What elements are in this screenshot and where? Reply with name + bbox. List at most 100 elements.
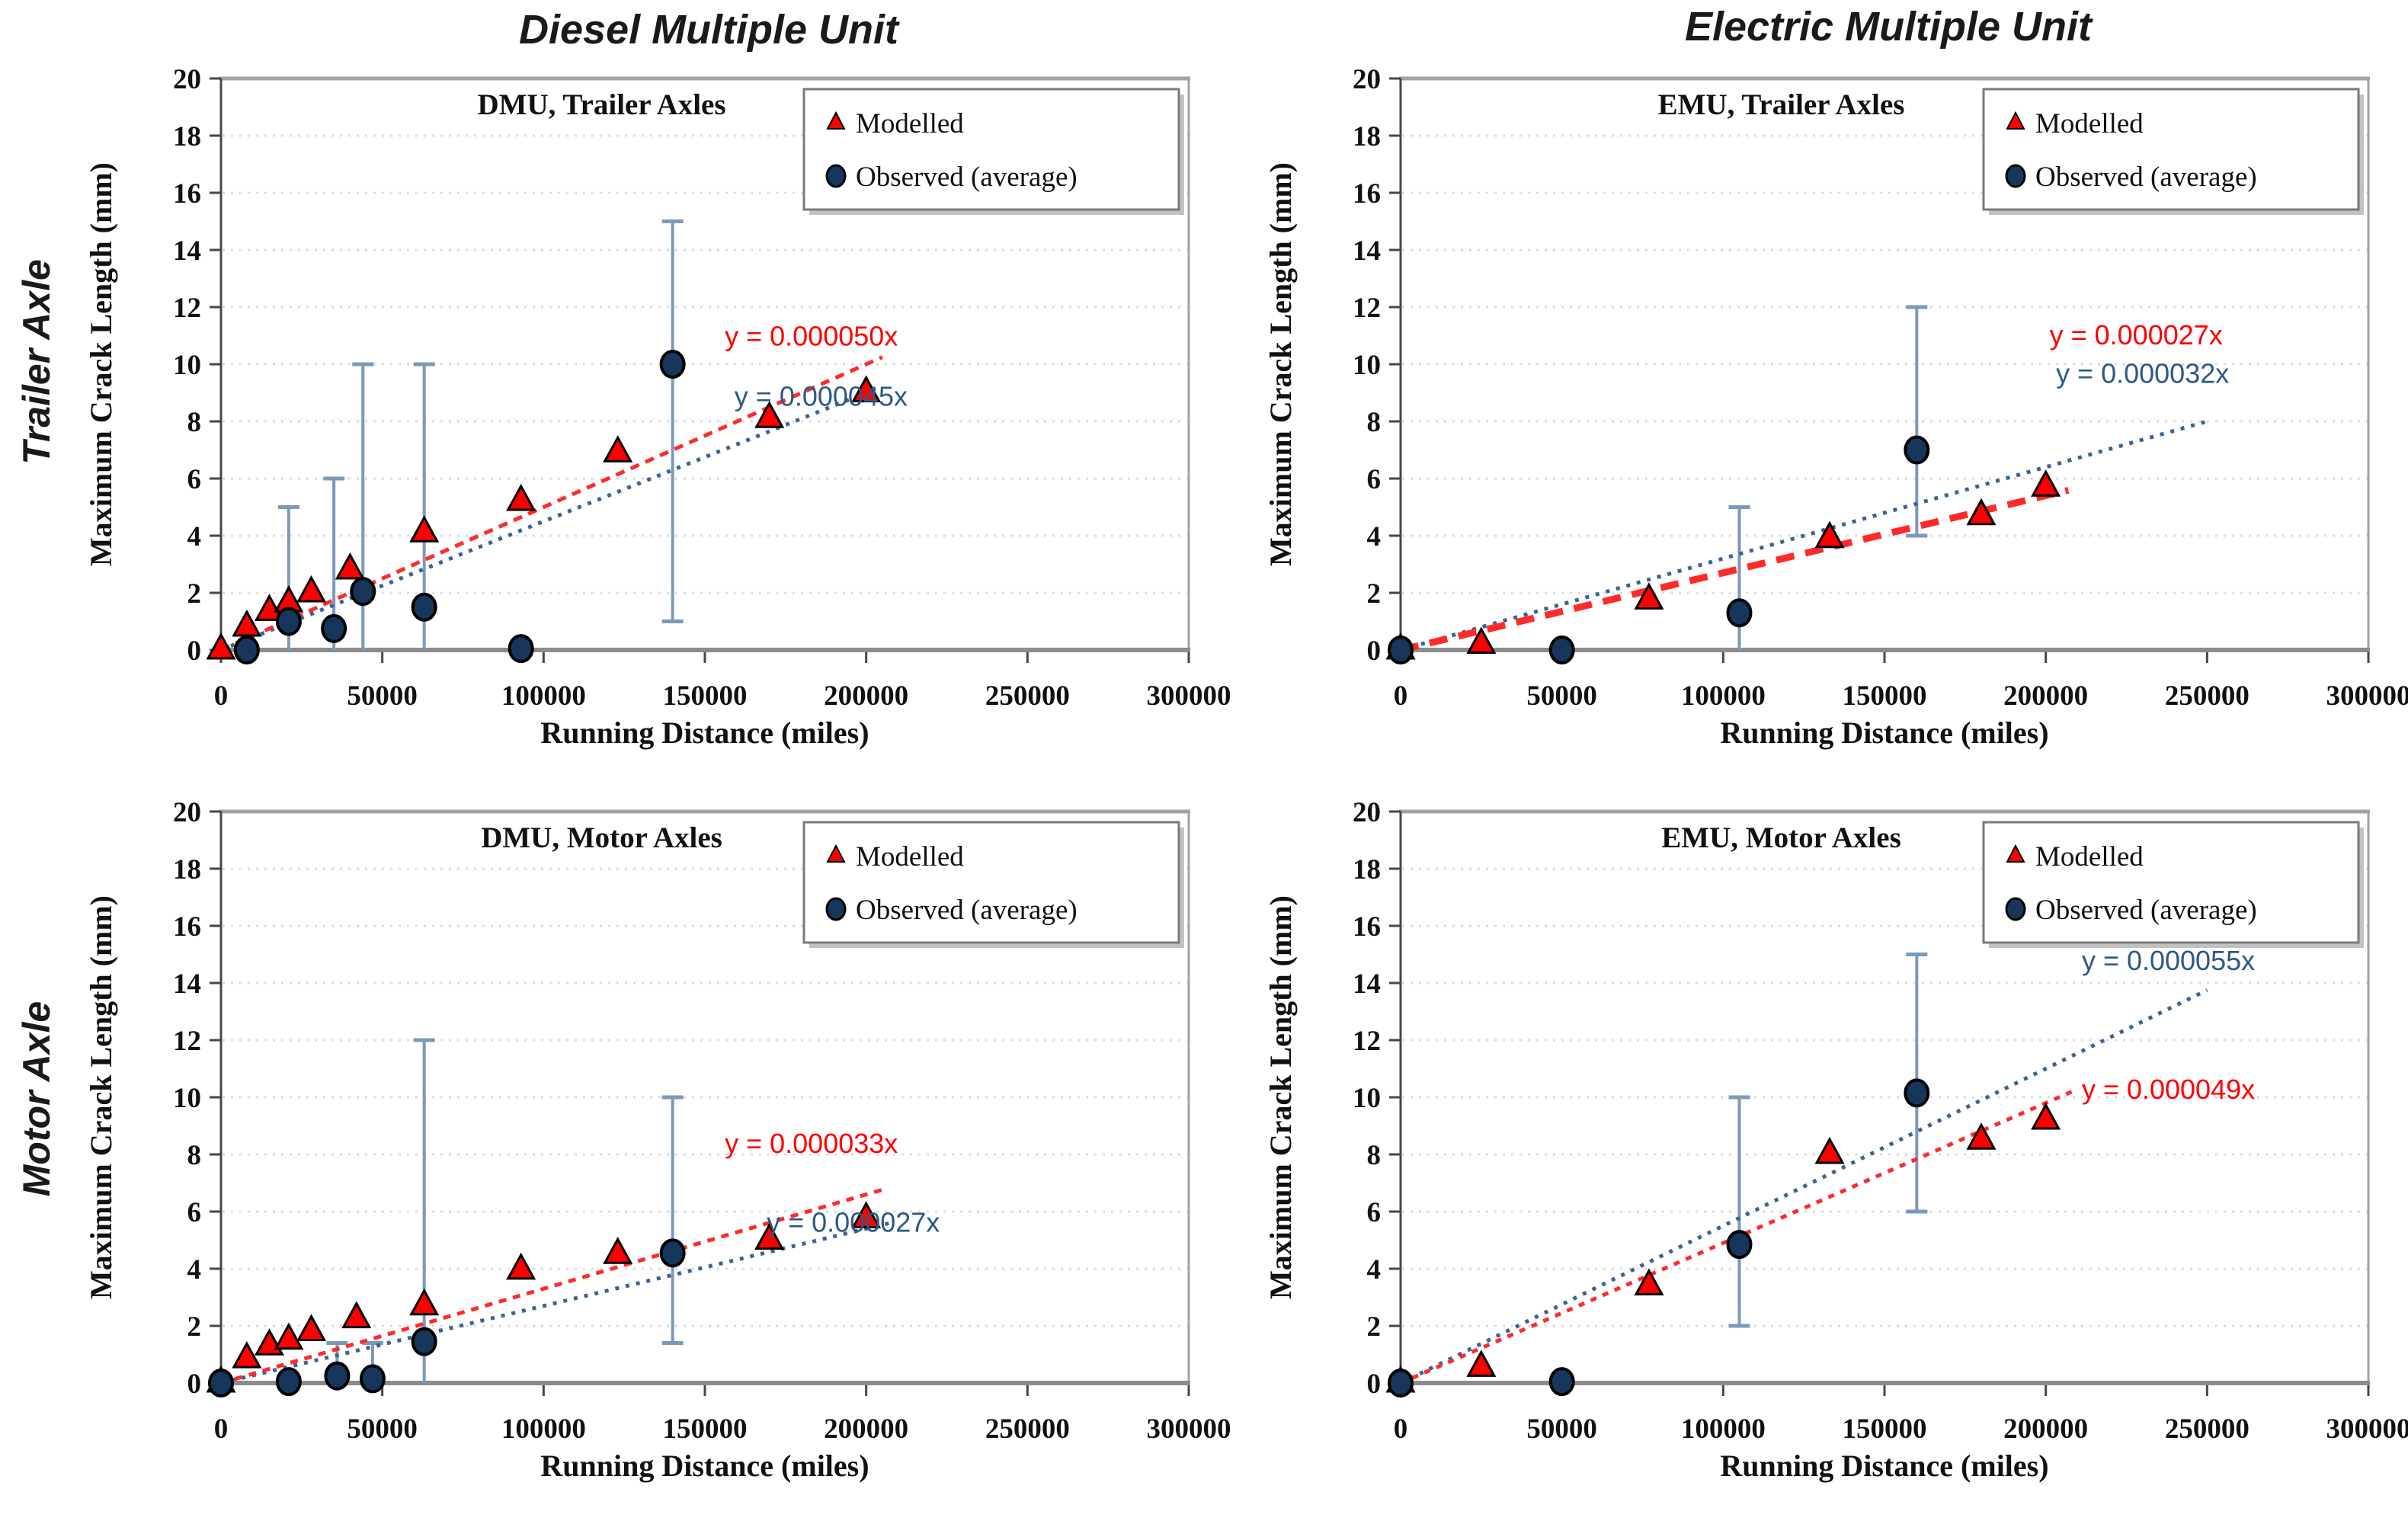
legend-box bbox=[802, 821, 1180, 944]
modelled-point bbox=[1634, 582, 1664, 610]
y-tick-label: 0 bbox=[187, 636, 202, 667]
modelled-point bbox=[2031, 469, 2061, 497]
y-tick-label: 8 bbox=[187, 1140, 202, 1171]
modelled-point bbox=[206, 632, 236, 660]
x-tick-label: 50000 bbox=[1526, 1414, 1597, 1445]
chart-emu-motor-axles: 0 2 4 6 8 10 12 14 16 18 20 0 50000 100000 150000 20000… bbox=[1263, 797, 2408, 1483]
x-tick-label: 150000 bbox=[663, 680, 748, 712]
legend-observed-icon bbox=[2005, 164, 2026, 188]
modelled-equation-label: y = 0.000049x bbox=[2082, 1074, 2255, 1105]
observed-equation-label: y = 0.000055x bbox=[2082, 945, 2255, 976]
observed-point bbox=[411, 592, 437, 622]
row-label-trailer-axle: Trailer Axle bbox=[15, 259, 58, 465]
observed-point bbox=[508, 634, 534, 664]
legend-observed-icon bbox=[2005, 897, 2026, 921]
modelled-point bbox=[232, 609, 262, 637]
modelled-equation-label: y = 0.000027x bbox=[2050, 319, 2223, 351]
modelled-equation-label: y = 0.000050x bbox=[725, 321, 898, 352]
y-tick-label: 20 bbox=[1353, 797, 1381, 828]
y-tick-label: 10 bbox=[173, 1083, 201, 1114]
legend-modelled-icon bbox=[826, 110, 846, 130]
observed-point bbox=[324, 1361, 351, 1391]
x-tick-label: 200000 bbox=[824, 1414, 908, 1445]
y-tick-label: 8 bbox=[1367, 407, 1382, 438]
y-axis-title: Maximum Crack Length (mm) bbox=[84, 162, 118, 566]
modelled-point bbox=[603, 1237, 633, 1264]
y-tick-label: 16 bbox=[173, 178, 201, 210]
x-tick-label: 200000 bbox=[824, 680, 908, 712]
panel-title: DMU, Trailer Axles bbox=[478, 88, 726, 121]
legend-observed-label: Observed (average) bbox=[2035, 895, 2257, 926]
legend-modelled-label: Modelled bbox=[2035, 841, 2144, 872]
y-tick-label: 0 bbox=[1367, 1369, 1382, 1400]
modelled-point bbox=[1466, 1350, 1497, 1377]
observed-point bbox=[1904, 435, 1930, 465]
observed-point bbox=[659, 350, 686, 379]
observed-point bbox=[659, 1238, 686, 1268]
observed-point bbox=[350, 577, 376, 607]
x-tick-label: 250000 bbox=[2165, 1414, 2249, 1445]
observed-point bbox=[208, 1369, 234, 1398]
panel-title: EMU, Trailer Axles bbox=[1658, 88, 1905, 121]
modelled-point bbox=[1634, 1268, 1664, 1295]
x-tick-label: 200000 bbox=[2003, 1414, 2088, 1445]
y-tick-label: 14 bbox=[173, 235, 201, 267]
chart-dmu-trailer-axles: 0 2 4 6 8 10 12 14 16 18 20 0 50000 100000 150000 20000… bbox=[84, 64, 1231, 750]
panel-title: EMU, Motor Axles bbox=[1661, 821, 1900, 854]
x-tick-label: 0 bbox=[214, 680, 229, 712]
x-tick-label: 300000 bbox=[1147, 680, 1231, 712]
legend-box bbox=[1982, 88, 2360, 211]
legend-box bbox=[802, 88, 1180, 211]
observed-trendline bbox=[220, 1221, 889, 1385]
x-axis-title: Running Distance (miles) bbox=[1720, 716, 2048, 750]
x-tick-label: 100000 bbox=[501, 1414, 586, 1445]
legend-observed-label: Observed (average) bbox=[2035, 162, 2257, 193]
modelled-point bbox=[254, 594, 285, 621]
observed-equation-label: y = 0.000032x bbox=[2056, 357, 2229, 389]
modelled-point bbox=[335, 552, 365, 580]
x-tick-label: 300000 bbox=[2326, 680, 2408, 712]
y-tick-label: 4 bbox=[187, 1254, 202, 1285]
legend-observed-icon bbox=[825, 164, 847, 188]
modelled-point bbox=[506, 483, 536, 511]
modelled-point bbox=[1966, 498, 1997, 526]
observed-point bbox=[1904, 1078, 1930, 1108]
x-tick-label: 100000 bbox=[501, 680, 586, 712]
x-tick-label: 50000 bbox=[1526, 680, 1597, 712]
y-tick-label: 2 bbox=[187, 578, 202, 610]
y-tick-label: 10 bbox=[1353, 1083, 1381, 1114]
y-tick-label: 8 bbox=[1367, 1140, 1382, 1171]
modelled-point bbox=[506, 1252, 536, 1280]
legend-observed-icon bbox=[825, 897, 847, 921]
modelled-point bbox=[1814, 520, 1845, 549]
y-tick-label: 0 bbox=[1367, 636, 1382, 667]
y-tick-label: 10 bbox=[173, 350, 201, 381]
y-tick-label: 12 bbox=[173, 1026, 201, 1057]
y-tick-label: 6 bbox=[187, 464, 202, 495]
y-tick-label: 16 bbox=[1353, 911, 1381, 943]
y-tick-label: 10 bbox=[1353, 350, 1381, 381]
y-tick-label: 4 bbox=[187, 521, 202, 552]
y-tick-label: 18 bbox=[173, 121, 201, 152]
column-title-electric-multiple-unit: Electric Multiple Unit bbox=[1684, 4, 2093, 50]
legend-modelled-label: Modelled bbox=[856, 841, 964, 872]
y-tick-label: 8 bbox=[187, 407, 202, 438]
y-tick-label: 14 bbox=[173, 969, 201, 1000]
legend-modelled-icon bbox=[2006, 844, 2025, 863]
y-tick-label: 20 bbox=[173, 797, 201, 828]
x-tick-label: 50000 bbox=[347, 1414, 417, 1445]
y-tick-label: 6 bbox=[1367, 464, 1382, 495]
y-tick-label: 18 bbox=[1353, 854, 1381, 885]
y-tick-label: 20 bbox=[173, 64, 201, 95]
legend-box bbox=[1982, 821, 2360, 944]
x-tick-label: 250000 bbox=[985, 1414, 1070, 1445]
observed-point bbox=[1726, 1230, 1753, 1260]
observed-point bbox=[1548, 636, 1575, 664]
observed-point bbox=[1548, 1367, 1575, 1397]
x-tick-label: 200000 bbox=[2003, 680, 2088, 712]
modelled-point bbox=[754, 401, 785, 428]
y-tick-label: 16 bbox=[173, 911, 201, 943]
modelled-point bbox=[341, 1301, 372, 1329]
y-tick-label: 12 bbox=[1353, 1026, 1381, 1057]
